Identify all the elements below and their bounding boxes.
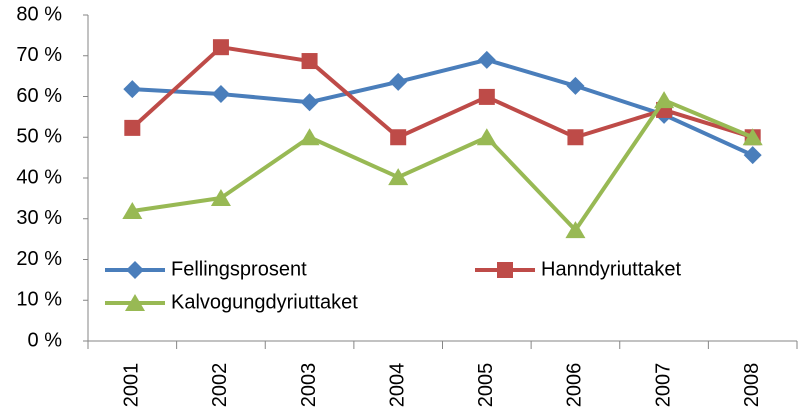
x-tick-label: 2008 <box>741 363 763 408</box>
x-tick-label: 2002 <box>209 363 231 408</box>
legend-label: Fellingsprosent <box>171 258 307 280</box>
legend-marker <box>125 294 145 311</box>
point <box>388 168 409 186</box>
x-tick-label: 2006 <box>564 363 586 408</box>
x-tick-label: 2003 <box>298 363 320 408</box>
point <box>567 129 584 146</box>
y-tick-label: 40 % <box>16 166 62 188</box>
series-line <box>132 98 754 233</box>
point <box>742 128 763 146</box>
y-tick-label: 20 % <box>16 248 62 270</box>
legend-marker <box>497 262 513 278</box>
point <box>565 221 586 239</box>
series-line <box>130 45 754 140</box>
legend-label: Hanndyriuttaket <box>541 258 682 280</box>
legend-marker <box>126 261 144 279</box>
y-tick-label: 80 % <box>16 3 62 25</box>
point <box>743 146 762 165</box>
y-tick-label: 0 % <box>28 329 63 351</box>
point <box>476 128 497 146</box>
y-tick-label: 70 % <box>16 44 62 66</box>
x-tick-label: 2007 <box>652 363 674 408</box>
point <box>478 88 495 105</box>
point <box>299 128 320 146</box>
point <box>301 53 318 70</box>
point <box>212 39 229 56</box>
x-tick-label: 2001 <box>121 363 143 408</box>
point <box>210 188 231 206</box>
point <box>124 119 141 136</box>
point <box>654 91 675 109</box>
y-tick-label: 10 % <box>16 289 62 311</box>
point <box>389 72 408 91</box>
point <box>211 85 230 104</box>
point <box>390 129 407 146</box>
point <box>300 93 319 112</box>
x-tick-label: 2004 <box>386 363 408 408</box>
legend-label: Kalvogungdyriuttaket <box>171 291 358 313</box>
series-line <box>132 57 754 158</box>
point <box>122 202 143 220</box>
y-tick-label: 30 % <box>16 207 62 229</box>
x-tick-label: 2005 <box>475 363 497 408</box>
point <box>477 50 496 69</box>
y-tick-label: 60 % <box>16 85 62 107</box>
point <box>123 80 142 99</box>
y-tick-label: 50 % <box>16 126 62 148</box>
point <box>566 76 585 95</box>
